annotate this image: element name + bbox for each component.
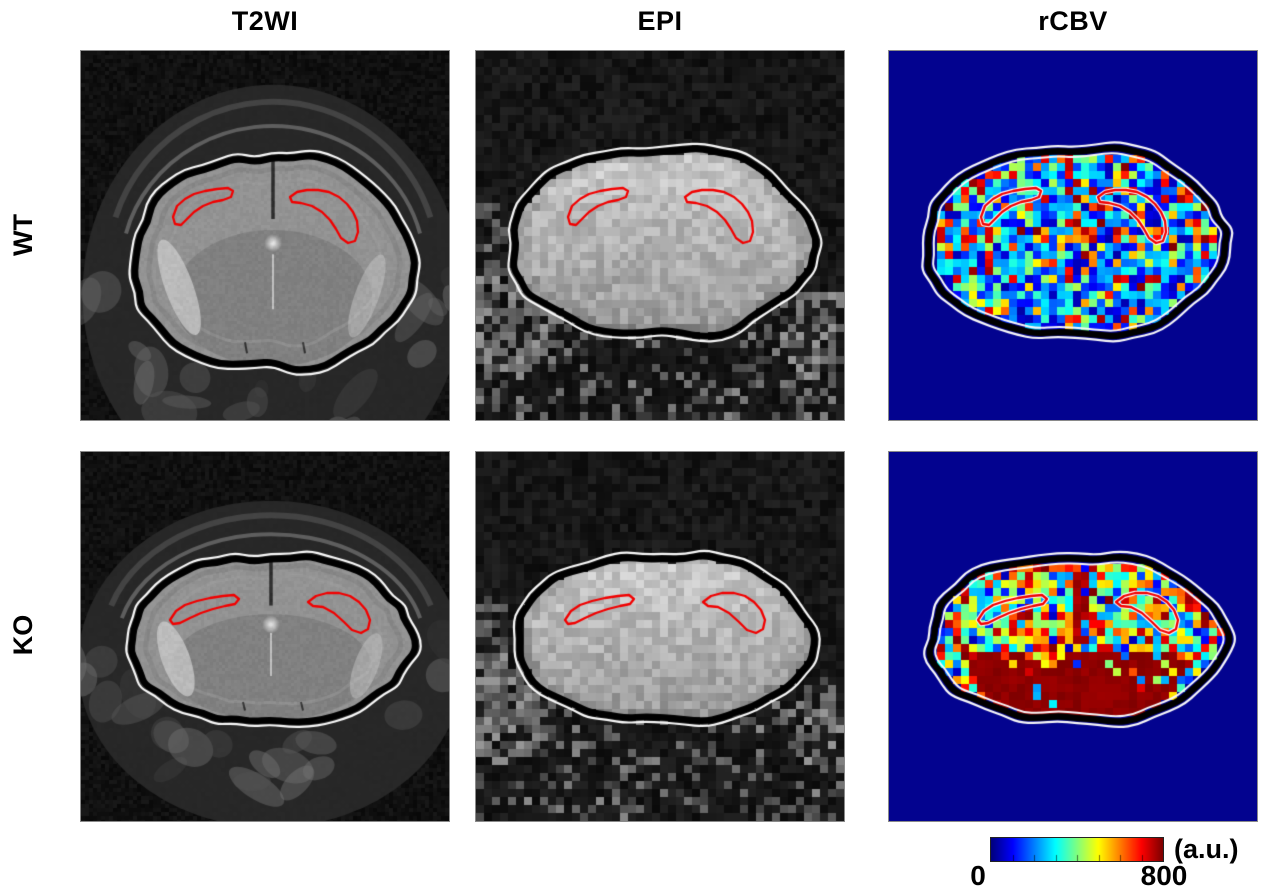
column-title-t2wi: T2WI xyxy=(231,6,299,36)
colorbar-min-label: 0 xyxy=(970,860,986,891)
colorbar-unit-label: (a.u.) xyxy=(1174,834,1239,864)
panel-wt-epi xyxy=(475,50,845,421)
row-label-ko: KO xyxy=(7,614,38,656)
colorbar-max-label: 800 xyxy=(1140,860,1188,891)
panel-ko-rcbv xyxy=(888,451,1258,822)
panel-wt-t2wi xyxy=(80,50,450,421)
colorbar xyxy=(990,837,1164,862)
panel-wt-rcbv xyxy=(888,50,1258,421)
column-title-epi: EPI xyxy=(637,6,683,36)
row-label-wt: WT xyxy=(7,214,38,256)
column-title-rcbv: rCBV xyxy=(1038,6,1108,36)
panel-ko-t2wi xyxy=(80,451,450,822)
panel-ko-epi xyxy=(475,451,845,822)
